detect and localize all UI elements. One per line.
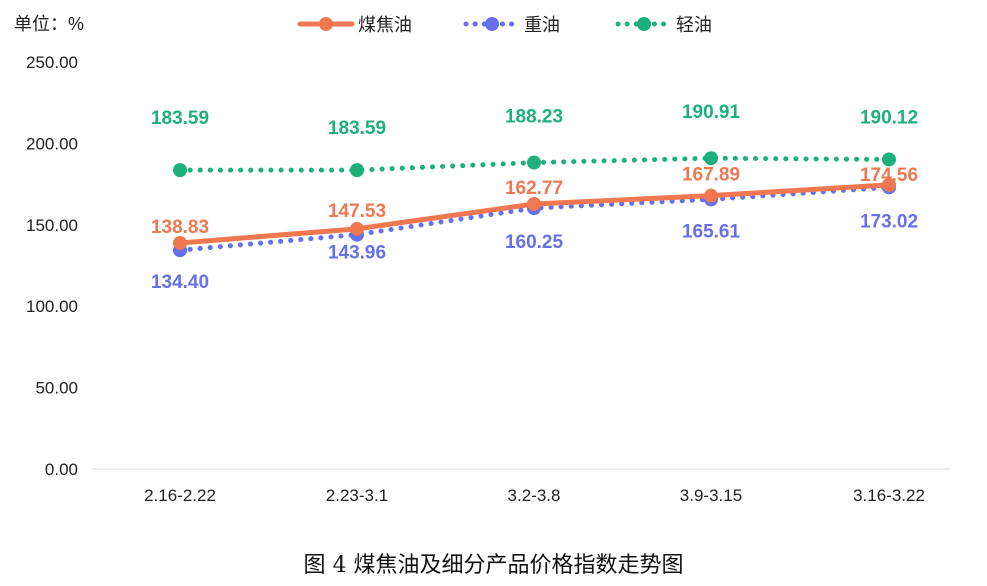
x-tick-label: 3.16-3.22 <box>853 486 925 505</box>
data-label: 183.59 <box>151 108 209 129</box>
data-point <box>527 197 541 212</box>
data-label: 160.25 <box>505 232 564 253</box>
data-point <box>173 235 187 250</box>
x-tick-label: 3.2-3.8 <box>508 486 561 505</box>
data-label: 147.53 <box>328 201 386 222</box>
data-point <box>350 221 364 236</box>
y-axis-unit-label: 单位：% <box>14 14 85 34</box>
legend-label: 煤焦油 <box>358 15 412 35</box>
data-point <box>704 151 718 166</box>
data-label: 190.91 <box>682 102 741 123</box>
data-label: 190.12 <box>860 107 918 128</box>
data-label: 183.59 <box>328 118 386 139</box>
data-point <box>882 152 896 167</box>
figure-caption: 图 4 煤焦油及细分产品价格指数走势图 <box>303 553 684 578</box>
x-tick-label: 3.9-3.15 <box>680 486 742 505</box>
data-label: 165.61 <box>682 221 741 242</box>
y-tick-label: 200.00 <box>26 134 78 153</box>
legend-swatch-marker <box>637 17 651 31</box>
data-label: 174.56 <box>860 165 918 186</box>
data-point <box>882 177 896 192</box>
data-label: 138.83 <box>151 217 209 238</box>
x-tick-label: 2.16-2.22 <box>144 486 216 505</box>
data-label: 143.96 <box>328 243 386 264</box>
data-label: 188.23 <box>505 107 563 128</box>
legend-label: 重油 <box>524 15 560 35</box>
legend-swatch-marker <box>485 17 499 31</box>
data-point <box>527 155 541 170</box>
legend-swatch-marker <box>319 17 333 31</box>
data-point <box>704 188 718 203</box>
y-tick-label: 0.00 <box>45 460 78 479</box>
y-tick-label: 250.00 <box>26 53 78 72</box>
data-label: 134.40 <box>151 272 209 293</box>
y-tick-label: 150.00 <box>26 216 78 235</box>
data-point <box>173 163 187 178</box>
data-label: 173.02 <box>860 211 918 232</box>
data-label: 167.89 <box>682 165 740 186</box>
data-point <box>350 163 364 178</box>
y-tick-label: 50.00 <box>35 379 78 398</box>
y-tick-label: 100.00 <box>26 297 78 316</box>
x-tick-label: 2.23-3.1 <box>326 486 388 505</box>
data-label: 162.77 <box>505 178 563 199</box>
legend-label: 轻油 <box>676 15 712 35</box>
